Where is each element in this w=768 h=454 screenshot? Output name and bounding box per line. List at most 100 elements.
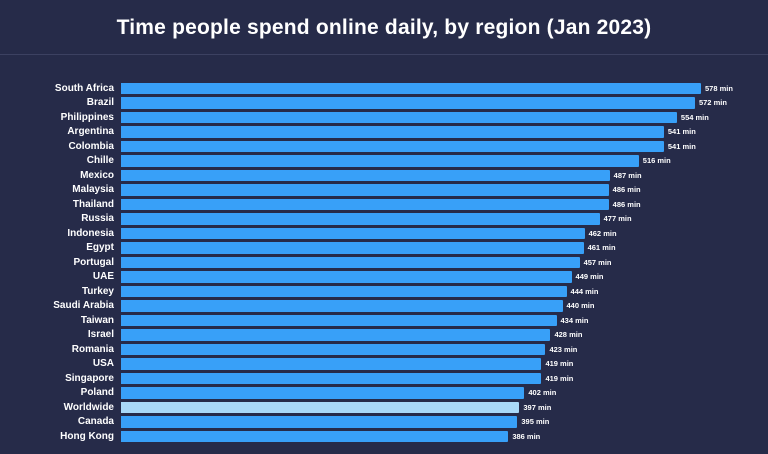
bar-track: 440 min: [121, 300, 768, 312]
bar: [121, 358, 542, 370]
category-label: Taiwan: [80, 314, 114, 326]
bar-row: Turkey 444 min: [4, 284, 768, 299]
bar-row: Brazil 572 min: [4, 96, 768, 111]
bar-row: Saudi Arabia 440 min: [4, 299, 768, 314]
bar-track: 462 min: [121, 227, 768, 239]
bar-track: 449 min: [121, 271, 768, 283]
bar-row: Mexico 487 min: [4, 168, 768, 183]
bar: [121, 126, 664, 138]
bar: [121, 213, 600, 225]
bar-row: Argentina 541 min: [4, 125, 768, 140]
category-label: Hong Kong: [60, 430, 114, 442]
bar-track: 541 min: [121, 140, 768, 152]
bar: [121, 401, 520, 413]
bar: [121, 140, 664, 152]
bar: [121, 198, 609, 210]
category-label: Canada: [77, 416, 114, 428]
bar-track: 486 min: [121, 184, 768, 196]
bar-track: 434 min: [121, 314, 768, 326]
bar-rows: South Africa 578 min Brazil 572 min Philippi…: [0, 81, 768, 444]
bar: [121, 430, 509, 442]
bar-row: Canada 395 min: [4, 415, 768, 430]
value-label: 486 min: [612, 199, 641, 209]
category-label: Russia: [81, 213, 114, 225]
bar: [121, 343, 546, 355]
value-label: 397 min: [523, 402, 552, 412]
bar-row: Poland 402 min: [4, 386, 768, 401]
bar-track: 487 min: [121, 169, 768, 181]
bar-track: 423 min: [121, 343, 768, 355]
bar: [121, 184, 609, 196]
bar-row: Hong Kong 386 min: [4, 429, 768, 444]
value-label: 434 min: [560, 315, 589, 325]
bar: [121, 416, 518, 428]
bar-row: Worldwide 397 min: [4, 400, 768, 415]
category-label: South Africa: [54, 82, 114, 94]
bar-row: Malaysia 486 min: [4, 183, 768, 198]
category-label: Egypt: [86, 242, 114, 254]
value-label: 449 min: [575, 272, 604, 282]
category-label: Portugal: [73, 256, 114, 268]
value-label: 516 min: [642, 156, 671, 166]
chart-header: Time people spend online daily, by regio…: [0, 0, 768, 54]
value-label: 477 min: [603, 214, 632, 224]
category-label: Worldwide: [63, 401, 114, 413]
bar: [121, 372, 542, 384]
category-label: Israel: [87, 329, 114, 341]
value-label: 462 min: [588, 228, 617, 238]
category-label: Thailand: [72, 198, 114, 210]
category-label: Poland: [80, 387, 114, 399]
bar: [121, 387, 525, 399]
bar-row: Israel 428 min: [4, 328, 768, 343]
value-label: 487 min: [613, 170, 642, 180]
value-label: 572 min: [698, 98, 727, 108]
chart-title: Time people spend online daily, by regio…: [116, 16, 652, 39]
bar-track: 419 min: [121, 358, 768, 370]
value-label: 419 min: [545, 373, 574, 383]
category-label: USA: [92, 358, 114, 370]
bar: [121, 97, 695, 109]
value-label: 541 min: [667, 127, 696, 137]
bar-row: Singapore 419 min: [4, 371, 768, 386]
bar-track: 457 min: [121, 256, 768, 268]
bar-track: 572 min: [121, 97, 768, 109]
bar-track: 578 min: [121, 82, 768, 94]
category-label: Indonesia: [67, 227, 114, 239]
bar: [121, 256, 580, 268]
bar-row: Chille 516 min: [4, 154, 768, 169]
category-label: Saudi Arabia: [53, 300, 114, 312]
bar-track: 477 min: [121, 213, 768, 225]
bar-track: 386 min: [121, 430, 768, 442]
value-label: 423 min: [549, 344, 578, 354]
category-label: Mexico: [80, 169, 114, 181]
bar: [121, 271, 572, 283]
category-label: Turkey: [81, 285, 114, 297]
bar-track: 541 min: [121, 126, 768, 138]
bar: [121, 329, 551, 341]
bar-track: 397 min: [121, 401, 768, 413]
bar-track: 461 min: [121, 242, 768, 254]
bar-row: Taiwan 434 min: [4, 313, 768, 328]
bar-row: Romania 423 min: [4, 342, 768, 357]
bar: [121, 242, 584, 254]
bar: [121, 285, 567, 297]
bar-row: Portugal 457 min: [4, 255, 768, 270]
category-label: UAE: [92, 271, 114, 283]
value-label: 541 min: [667, 141, 696, 151]
value-label: 578 min: [705, 83, 733, 93]
value-label: 461 min: [587, 243, 616, 253]
bar-row: USA 419 min: [4, 357, 768, 372]
bar-track: 444 min: [121, 285, 768, 297]
category-label: Argentina: [67, 126, 114, 138]
bar-row: South Africa 578 min: [4, 81, 768, 96]
bar-track: 554 min: [121, 111, 768, 123]
bar-row: UAE 449 min: [4, 270, 768, 285]
category-label: Brazil: [86, 97, 114, 109]
bar: [121, 155, 639, 167]
category-label: Chille: [86, 155, 114, 167]
value-label: 457 min: [583, 257, 612, 267]
bar-row: Thailand 486 min: [4, 197, 768, 212]
bar-row: Egypt 461 min: [4, 241, 768, 256]
value-label: 440 min: [566, 301, 595, 311]
